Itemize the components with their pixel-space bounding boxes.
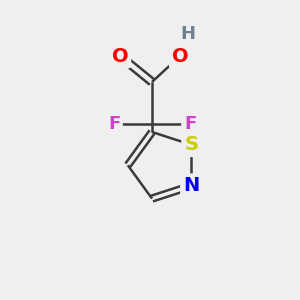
Text: F: F	[184, 115, 196, 133]
Text: H: H	[181, 25, 196, 43]
Text: N: N	[183, 176, 199, 195]
Text: F: F	[108, 115, 120, 133]
Text: O: O	[172, 46, 188, 65]
Text: S: S	[184, 135, 198, 154]
Text: O: O	[112, 46, 128, 65]
